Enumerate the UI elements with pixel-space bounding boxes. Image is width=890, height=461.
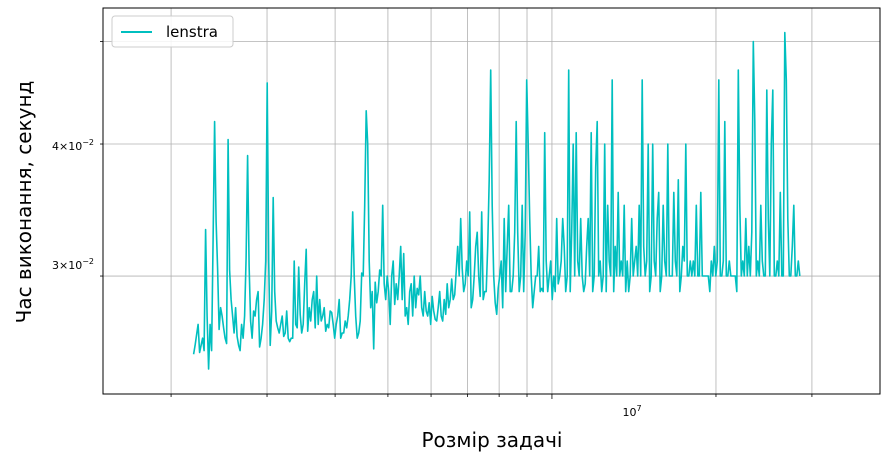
plot-frame xyxy=(102,7,881,395)
grid-lines xyxy=(103,8,880,394)
x-axis-title: Розмір задачі xyxy=(422,428,563,452)
x-tick-label-1e7: 107 xyxy=(622,404,641,419)
y-tick-label-3e-2: 3×10−2 xyxy=(52,257,94,272)
y-axis-title: Час виконання, секунд xyxy=(12,81,36,324)
series-line-lenstra xyxy=(192,31,801,370)
legend-box xyxy=(111,15,234,48)
legend: lenstra xyxy=(111,15,234,48)
y-tick-label-4e-2: 4×10−2 xyxy=(52,138,94,153)
legend-label-lenstra: lenstra xyxy=(166,23,218,41)
series-layer xyxy=(192,31,801,370)
